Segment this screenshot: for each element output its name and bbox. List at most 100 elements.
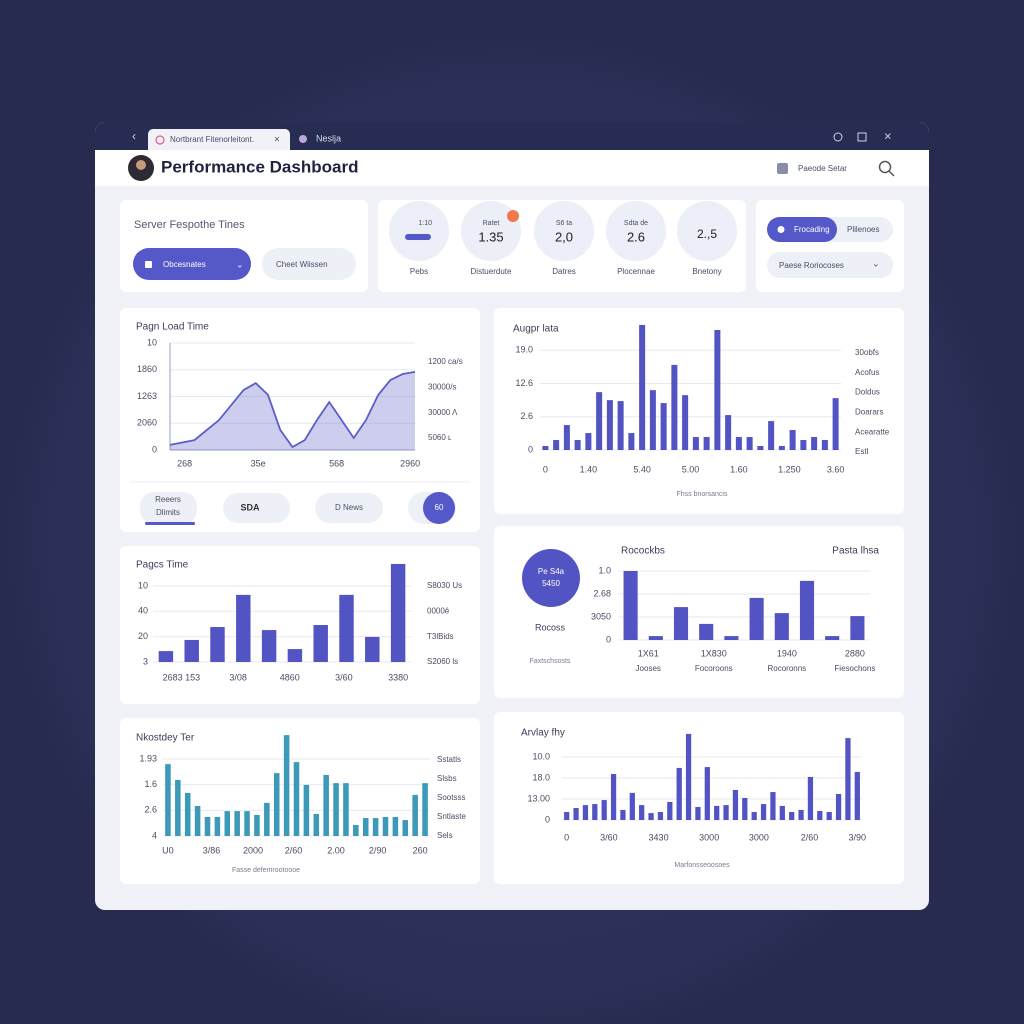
bar [313,813,320,836]
x-tick-label: 0 [564,832,569,842]
bar [660,403,667,450]
bar [628,433,635,450]
toggle-icon [777,226,785,233]
y-tick-label: 2060 [137,418,157,428]
kpi-circle [534,201,594,261]
avatar-face [136,160,146,170]
chart-title: Arvlay fhy [521,728,565,739]
x-tick-label: 3/86 [203,845,221,855]
y-tick-label: 10 [138,580,148,590]
chart-title: Pagcs Time [136,560,189,571]
bar [412,794,418,836]
minimize-button[interactable] [833,132,843,142]
toggle-option[interactable] [767,217,837,242]
chart-title: Nkostdey Ter [136,733,195,744]
series-label: Acearatte [855,427,890,436]
search-button[interactable] [878,160,892,174]
x-tick-label: 2/90 [369,845,387,855]
bar [725,415,732,450]
y-tick-label: 2.6 [144,805,157,815]
x-sublabel: Focoroons [695,664,733,673]
bar [287,649,303,662]
bar [339,594,354,662]
maximize-button[interactable] [857,132,867,142]
x-tick-label: 35e [251,458,266,468]
card [494,526,904,698]
x-tick-label: 1.250 [778,464,801,474]
tab-close[interactable]: × [274,135,280,146]
bar [692,437,699,450]
button[interactable] [140,492,197,524]
button[interactable] [133,248,251,280]
bar [770,792,776,820]
back-button[interactable]: ‹ [132,129,136,143]
bar [323,774,329,836]
bar [732,789,739,820]
y-tick-label: 3050 [591,611,611,621]
search-box[interactable]: Paeode Setar [798,164,847,173]
x-tick-label: 1.40 [580,464,598,474]
button-label: D News [335,503,363,512]
bar [685,733,692,820]
kpi-value: 2.6 [627,229,645,244]
y-tick-label: 0 [528,444,533,454]
area [170,371,415,450]
bar [184,792,191,836]
series-label: Sstatls [437,755,461,764]
bar [601,800,607,820]
bar [313,625,328,662]
series-label: 30000 Λ [428,408,458,417]
kpi-circle [389,201,449,261]
bar [639,324,646,450]
series-label: Sntlaste [437,812,466,821]
bar [742,797,748,820]
x-tick-label: 1X830 [701,648,727,658]
kpi-top: Sdta de [624,220,648,227]
bar [760,804,767,820]
tab-icon [155,135,165,145]
bar [372,818,379,836]
y-tick-label: 18.0 [532,772,550,782]
bar [592,804,598,820]
kpi-top: S6 ta [556,220,572,227]
x-tick-label: 4860 [280,672,300,682]
x-tick-label: 3/08 [229,672,247,682]
bar [703,437,710,450]
kpi-circle [461,201,521,261]
chart-title: Rocockbs [621,546,665,557]
bar [695,806,701,820]
title-bar [95,122,929,150]
tab-active[interactable] [148,129,290,150]
button[interactable] [423,492,455,524]
tab-title: Nortbrant Fitenorleitont. [170,135,254,144]
bar [789,812,795,820]
button[interactable] [315,493,383,523]
bar [751,812,757,820]
bar [724,636,739,640]
tab-title[interactable]: Neslja [316,133,341,143]
bar [333,783,339,836]
x-tick-label: 3380 [388,672,408,682]
bar [165,764,171,836]
bar [273,773,280,836]
button[interactable] [262,248,356,280]
y-tick-label: 0 [152,444,157,454]
kpi-alert [507,210,519,222]
x-sublabel: Rocoronns [767,664,806,673]
bar [254,814,260,836]
button[interactable] [223,493,290,523]
bar [854,771,860,820]
header [95,150,929,186]
bar [807,776,814,820]
dropdown[interactable] [767,252,893,278]
button-label: SDA [240,502,260,512]
bar [817,810,823,820]
x-tick-label: 3430 [649,832,669,842]
bar [283,735,290,836]
toggle-option[interactable]: Plilenoes [847,225,879,234]
x-tick-label: 5.40 [633,464,651,474]
series-label: T3lBids [427,632,454,641]
close-button[interactable]: × [884,128,892,143]
